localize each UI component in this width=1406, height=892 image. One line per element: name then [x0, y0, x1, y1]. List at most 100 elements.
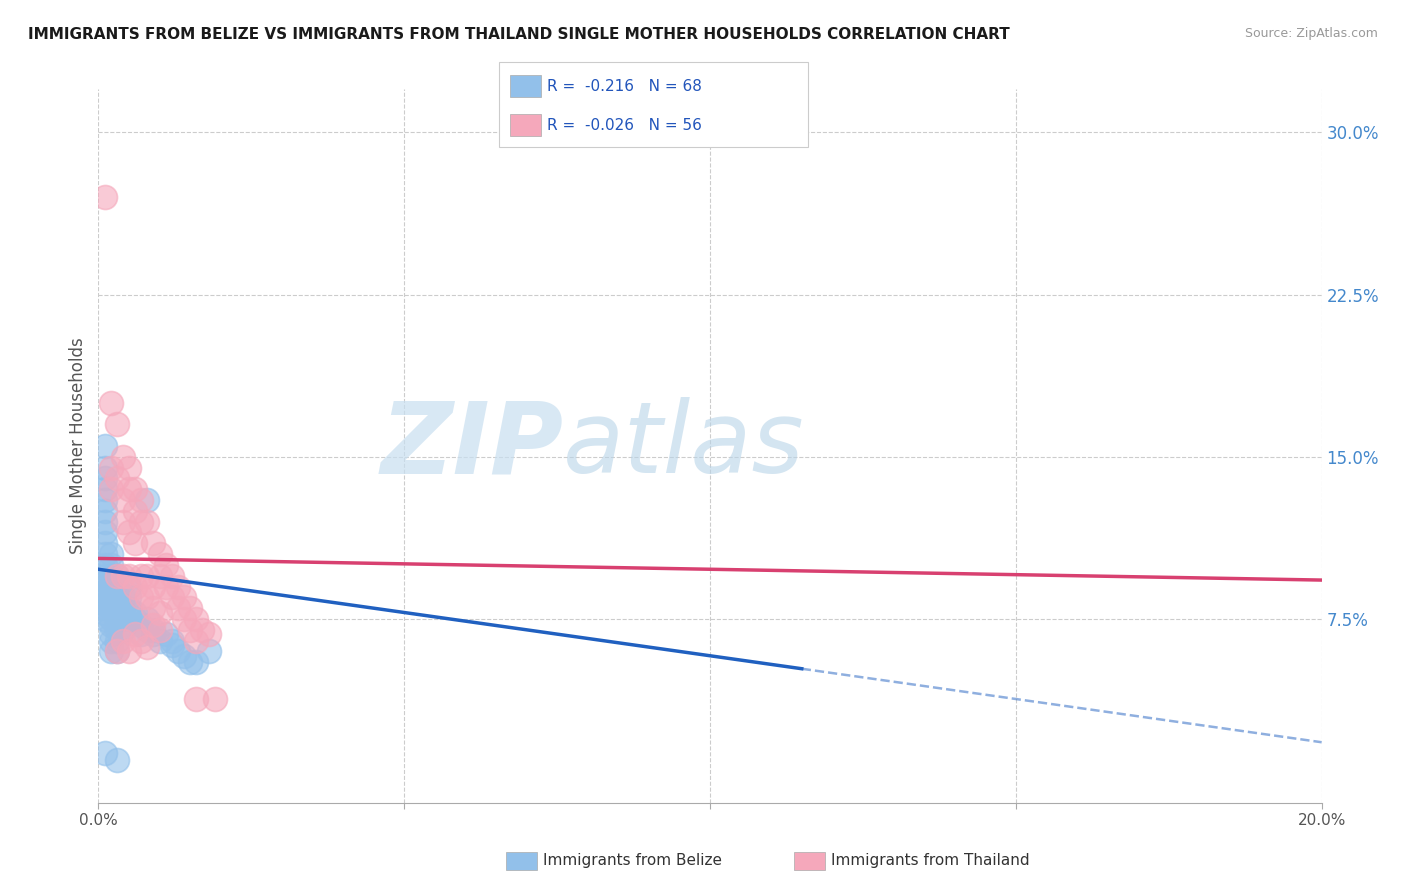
Point: [155, 627, 177, 641]
Point: [118, 525, 141, 540]
Point: [179, 623, 201, 637]
Point: [118, 591, 141, 605]
Point: [100, 558, 122, 572]
Point: [129, 618, 152, 632]
Point: [167, 601, 190, 615]
Point: [105, 644, 128, 658]
Point: [93, 493, 115, 508]
Text: Source: ZipAtlas.com: Source: ZipAtlas.com: [1244, 27, 1378, 40]
Point: [93, 591, 115, 605]
Point: [111, 623, 134, 637]
Point: [155, 580, 177, 594]
Text: IMMIGRANTS FROM BELIZE VS IMMIGRANTS FROM THAILAND SINGLE MOTHER HOUSEHOLDS CORR: IMMIGRANTS FROM BELIZE VS IMMIGRANTS FRO…: [28, 27, 1010, 42]
Point: [129, 515, 152, 529]
Point: [173, 648, 195, 663]
Point: [124, 536, 146, 550]
Point: [100, 591, 122, 605]
Point: [124, 627, 146, 641]
Point: [136, 612, 159, 626]
Point: [105, 623, 128, 637]
Point: [160, 591, 183, 605]
Point: [136, 623, 159, 637]
Point: [179, 655, 201, 669]
Point: [93, 482, 115, 496]
Point: [136, 640, 159, 654]
Point: [93, 536, 115, 550]
Point: [93, 601, 115, 615]
Text: R =  -0.026   N = 56: R = -0.026 N = 56: [547, 119, 702, 133]
Point: [142, 536, 165, 550]
Point: [136, 591, 159, 605]
Point: [124, 612, 146, 626]
Point: [100, 568, 122, 582]
Point: [105, 591, 128, 605]
Point: [105, 417, 128, 432]
Point: [105, 580, 128, 594]
Point: [100, 547, 122, 561]
Point: [93, 597, 115, 611]
Point: [100, 460, 122, 475]
Point: [100, 618, 122, 632]
Point: [179, 601, 201, 615]
Point: [160, 568, 183, 582]
Point: [129, 591, 152, 605]
Point: [118, 612, 141, 626]
Point: [93, 558, 115, 572]
Point: [105, 633, 128, 648]
Point: [149, 606, 172, 620]
Point: [93, 606, 115, 620]
Point: [118, 580, 141, 594]
Text: atlas: atlas: [564, 398, 804, 494]
Point: [105, 601, 128, 615]
Point: [100, 601, 122, 615]
Point: [167, 580, 190, 594]
Point: [142, 623, 165, 637]
Point: [100, 612, 122, 626]
Text: R =  -0.216   N = 68: R = -0.216 N = 68: [547, 79, 702, 94]
Point: [111, 591, 134, 605]
Point: [129, 493, 152, 508]
Point: [100, 627, 122, 641]
Point: [105, 612, 128, 626]
Point: [142, 601, 165, 615]
Point: [105, 471, 128, 485]
Point: [197, 644, 219, 658]
Point: [111, 601, 134, 615]
Point: [111, 633, 134, 648]
Point: [124, 606, 146, 620]
Point: [111, 515, 134, 529]
Point: [129, 568, 152, 582]
Point: [105, 568, 128, 582]
Point: [93, 580, 115, 594]
Point: [186, 655, 208, 669]
Point: [149, 568, 172, 582]
Point: [93, 460, 115, 475]
Point: [93, 746, 115, 760]
Point: [186, 692, 208, 706]
Point: [149, 547, 172, 561]
Point: [124, 504, 146, 518]
Point: [111, 612, 134, 626]
Point: [186, 633, 208, 648]
Point: [93, 612, 115, 626]
Point: [118, 568, 141, 582]
Point: [111, 493, 134, 508]
Point: [124, 580, 146, 594]
Point: [118, 460, 141, 475]
Point: [136, 568, 159, 582]
Point: [93, 439, 115, 453]
Point: [93, 515, 115, 529]
Point: [118, 601, 141, 615]
Point: [173, 591, 195, 605]
Point: [93, 568, 115, 582]
Point: [100, 644, 122, 658]
Point: [105, 753, 128, 767]
Text: Immigrants from Thailand: Immigrants from Thailand: [831, 854, 1029, 868]
Text: ZIP: ZIP: [380, 398, 564, 494]
Point: [191, 623, 214, 637]
Point: [118, 644, 141, 658]
Point: [100, 482, 122, 496]
Point: [204, 692, 226, 706]
Point: [93, 471, 115, 485]
Point: [160, 638, 183, 652]
